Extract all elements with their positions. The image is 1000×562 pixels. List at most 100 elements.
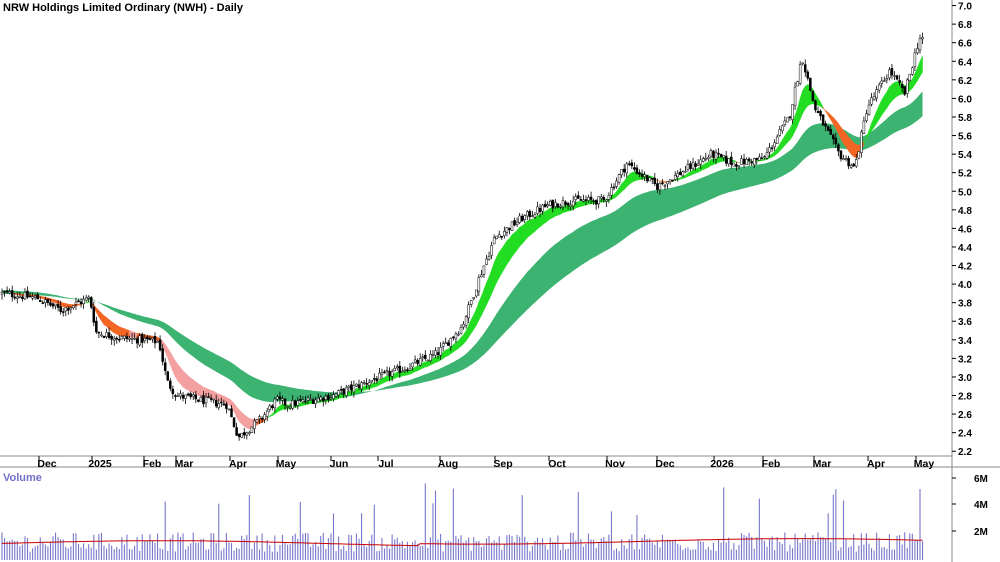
candle-body: [347, 385, 351, 388]
candle-body: [855, 159, 858, 167]
candle-body: [781, 125, 784, 132]
short-term-ribbon-segment: [473, 308, 477, 331]
candle-body: [51, 303, 55, 307]
candle-body: [487, 256, 491, 260]
price-tick-label: 2.8: [958, 392, 972, 403]
candle-body: [895, 75, 899, 80]
candle-body: [380, 372, 384, 375]
short-term-ribbon-segment: [703, 162, 706, 171]
candle-body: [839, 150, 843, 160]
candle-body: [202, 395, 205, 405]
short-term-ribbon-segment: [453, 341, 457, 353]
candle-body: [661, 182, 664, 185]
short-term-ribbon-segment: [394, 371, 398, 379]
candle-body: [334, 393, 338, 397]
short-term-ribbon-segment: [529, 218, 533, 237]
candle-body: [398, 365, 402, 374]
candle-body: [673, 175, 677, 180]
short-term-ribbon-segment: [624, 176, 627, 191]
candle-body: [464, 316, 468, 326]
candle-body: [46, 298, 50, 303]
candle-body: [477, 277, 481, 292]
candle-body: [760, 157, 764, 160]
candle-body: [857, 151, 861, 159]
candle-body: [492, 237, 496, 245]
candle-body: [84, 297, 88, 301]
candle-body: [194, 394, 198, 400]
time-tick-label: May: [276, 458, 297, 470]
short-term-ribbon-segment: [96, 307, 100, 318]
candle-body: [367, 382, 371, 386]
short-term-ribbon-segment: [687, 171, 691, 177]
candle-body: [556, 203, 560, 208]
candle-body: [444, 342, 447, 344]
candle-body: [61, 311, 65, 313]
candle-body: [3, 291, 6, 293]
candle-body: [809, 77, 812, 91]
candle-body: [916, 48, 919, 54]
short-term-ribbon-segment: [422, 361, 426, 369]
candle-body: [199, 396, 203, 402]
time-tick-label: Apr: [867, 458, 885, 470]
candle-body: [620, 169, 623, 176]
candle-body: [811, 90, 815, 101]
candle-body: [192, 394, 195, 397]
short-term-ribbon-segment: [805, 84, 808, 110]
short-term-ribbon-segment: [820, 101, 824, 109]
candle-body: [207, 396, 210, 398]
short-term-ribbon-segment: [705, 161, 709, 169]
short-term-ribbon-segment: [825, 109, 829, 117]
short-term-ribbon-segment: [504, 240, 508, 270]
candle-body: [538, 207, 542, 212]
candle-body: [143, 338, 147, 341]
candle-body: [549, 200, 552, 206]
candle-body: [686, 164, 690, 170]
candle-body: [475, 289, 478, 297]
candle-body: [362, 382, 366, 384]
candle-body: [574, 196, 577, 200]
candle-body: [204, 396, 208, 404]
price-tick-label: 2.6: [958, 410, 972, 421]
candle-body: [510, 221, 514, 231]
candle-body: [852, 163, 855, 167]
candle-body: [138, 335, 141, 346]
short-term-ribbon-segment: [894, 81, 898, 99]
candle-body: [329, 397, 333, 400]
candle-body: [90, 297, 93, 308]
time-tick-label: Dec: [655, 458, 674, 470]
candle-body: [421, 356, 424, 359]
short-term-ribbon-segment: [165, 343, 168, 359]
candle-body: [865, 113, 868, 121]
candle-body: [847, 157, 850, 167]
candle-body: [459, 327, 463, 334]
candle-body: [793, 86, 797, 106]
candle-body: [763, 156, 766, 158]
candle-body: [753, 158, 756, 165]
candle-body: [689, 163, 692, 169]
candle-body: [546, 204, 549, 207]
candle-body: [918, 38, 922, 51]
short-term-ribbon-segment: [493, 256, 497, 289]
candle-body: [258, 416, 261, 419]
short-term-ribbon-segment: [269, 413, 273, 417]
candle-body: [123, 335, 126, 339]
candle-body: [755, 157, 759, 160]
short-term-ribbon-segment: [509, 234, 513, 262]
candle-body: [523, 215, 526, 220]
candle-body: [148, 338, 152, 341]
candle-body: [10, 290, 14, 298]
candle-body: [699, 159, 702, 165]
candle-body: [900, 84, 904, 89]
candle-body: [742, 158, 746, 165]
candle-body: [921, 36, 924, 40]
candle-body: [890, 68, 894, 76]
candle-body: [87, 296, 90, 299]
short-term-ribbon-segment: [881, 94, 885, 116]
short-term-ribbon-segment: [871, 116, 875, 132]
price-tick-label: 7.0: [958, 2, 972, 13]
short-term-ribbon-segment: [476, 301, 480, 326]
candle-body: [250, 426, 254, 433]
candle-body: [668, 179, 672, 183]
candle-body: [174, 395, 177, 397]
candle-body: [597, 196, 600, 205]
